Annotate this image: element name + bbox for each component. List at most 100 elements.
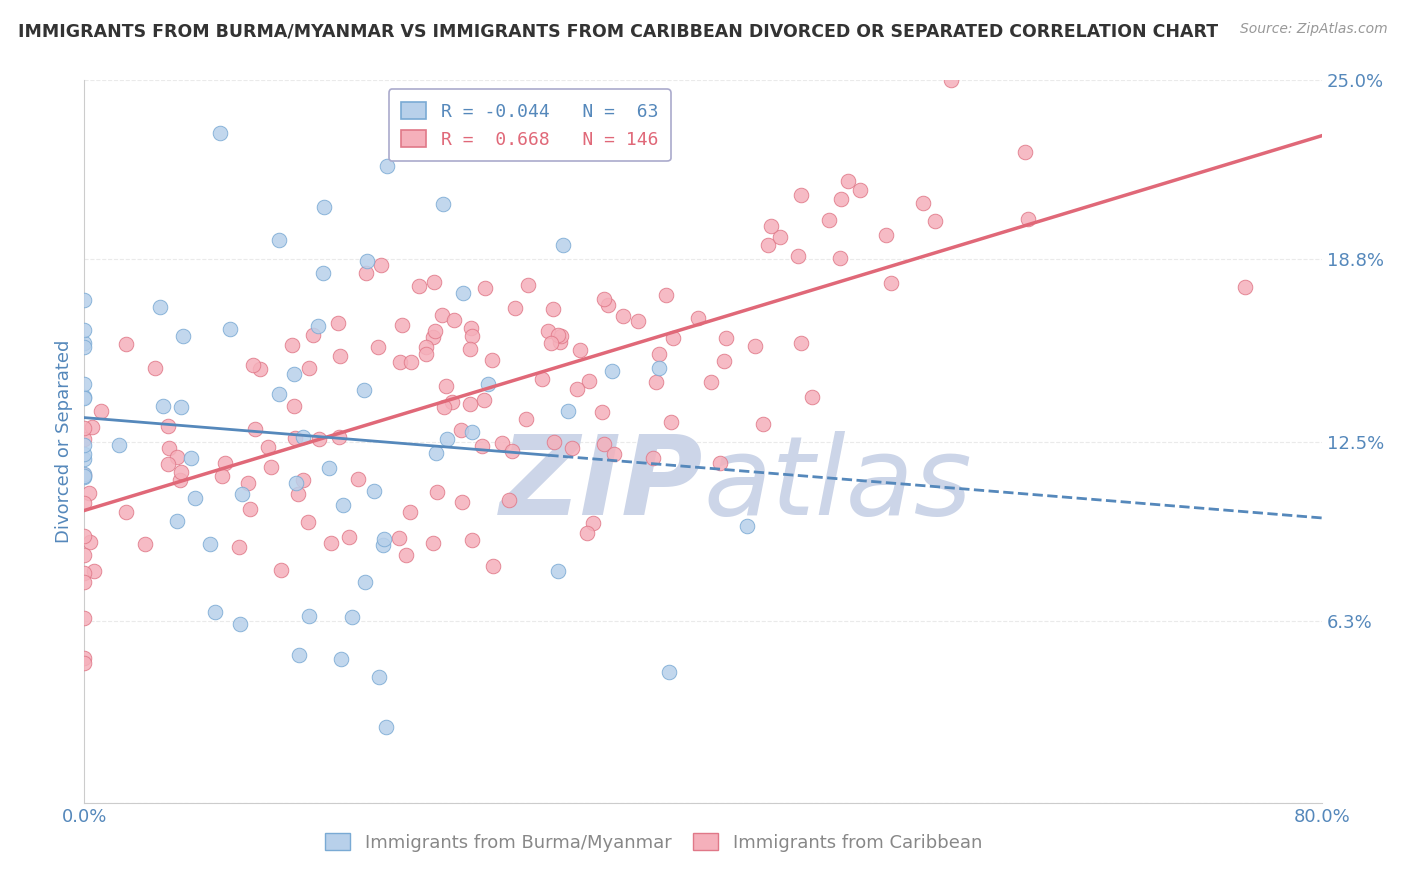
Point: [371, 538, 394, 552]
Point: [373, 533, 395, 547]
Point: [184, 491, 207, 505]
Point: [307, 319, 329, 334]
Point: [460, 342, 482, 356]
Point: [553, 238, 575, 252]
Point: [434, 379, 457, 393]
Point: [481, 353, 503, 368]
Point: [498, 492, 520, 507]
Point: [576, 525, 599, 540]
Point: [73, 566, 96, 580]
Point: [329, 652, 352, 666]
Point: [375, 720, 398, 734]
Text: atlas: atlas: [703, 432, 972, 539]
Point: [769, 229, 792, 244]
Point: [849, 183, 872, 197]
Point: [924, 214, 946, 228]
Legend: Immigrants from Burma/Myanmar, Immigrants from Caribbean: Immigrants from Burma/Myanmar, Immigrant…: [318, 826, 990, 859]
Point: [460, 321, 482, 335]
Point: [426, 485, 449, 500]
Point: [388, 531, 411, 545]
Point: [73, 323, 96, 337]
Point: [284, 475, 307, 490]
Point: [714, 331, 737, 345]
Point: [443, 313, 465, 327]
Point: [332, 498, 354, 512]
Point: [79, 535, 101, 549]
Point: [73, 293, 96, 307]
Point: [298, 361, 321, 376]
Point: [425, 446, 447, 460]
Point: [423, 275, 446, 289]
Point: [1233, 280, 1256, 294]
Point: [801, 390, 824, 404]
Point: [790, 187, 813, 202]
Point: [1014, 145, 1036, 160]
Point: [308, 432, 330, 446]
Point: [321, 535, 343, 549]
Point: [422, 535, 444, 549]
Point: [367, 340, 389, 354]
Point: [440, 394, 463, 409]
Point: [269, 386, 291, 401]
Point: [115, 336, 138, 351]
Point: [73, 610, 96, 624]
Point: [830, 192, 852, 206]
Point: [82, 420, 104, 434]
Point: [328, 430, 350, 444]
Point: [83, 564, 105, 578]
Point: [422, 330, 444, 344]
Point: [318, 461, 340, 475]
Point: [598, 298, 620, 312]
Point: [399, 505, 422, 519]
Point: [461, 329, 484, 343]
Point: [157, 418, 180, 433]
Point: [257, 441, 280, 455]
Point: [591, 405, 613, 419]
Point: [880, 276, 903, 290]
Point: [648, 361, 671, 376]
Point: [550, 329, 572, 343]
Point: [450, 423, 472, 437]
Point: [451, 285, 474, 300]
Point: [73, 335, 96, 350]
Point: [758, 238, 780, 252]
Point: [73, 340, 96, 354]
Point: [288, 648, 311, 662]
Point: [204, 605, 226, 619]
Point: [270, 563, 292, 577]
Point: [600, 364, 623, 378]
Point: [73, 451, 96, 466]
Point: [458, 397, 481, 411]
Point: [326, 317, 349, 331]
Point: [515, 412, 537, 426]
Point: [283, 399, 305, 413]
Point: [875, 227, 897, 242]
Point: [367, 670, 389, 684]
Point: [569, 343, 592, 358]
Point: [415, 340, 437, 354]
Point: [472, 392, 495, 407]
Point: [1017, 211, 1039, 226]
Point: [143, 361, 166, 376]
Point: [214, 456, 236, 470]
Point: [503, 301, 526, 315]
Point: [543, 435, 565, 450]
Point: [157, 441, 180, 455]
Point: [249, 362, 271, 376]
Point: [236, 476, 259, 491]
Point: [73, 496, 96, 510]
Point: [218, 322, 240, 336]
Point: [593, 292, 616, 306]
Point: [641, 450, 664, 465]
Point: [172, 328, 194, 343]
Point: [460, 425, 482, 439]
Point: [451, 495, 474, 509]
Point: [830, 251, 852, 265]
Point: [603, 447, 626, 461]
Point: [461, 533, 484, 547]
Point: [169, 473, 191, 487]
Point: [170, 401, 193, 415]
Point: [471, 439, 494, 453]
Point: [242, 358, 264, 372]
Point: [700, 376, 723, 390]
